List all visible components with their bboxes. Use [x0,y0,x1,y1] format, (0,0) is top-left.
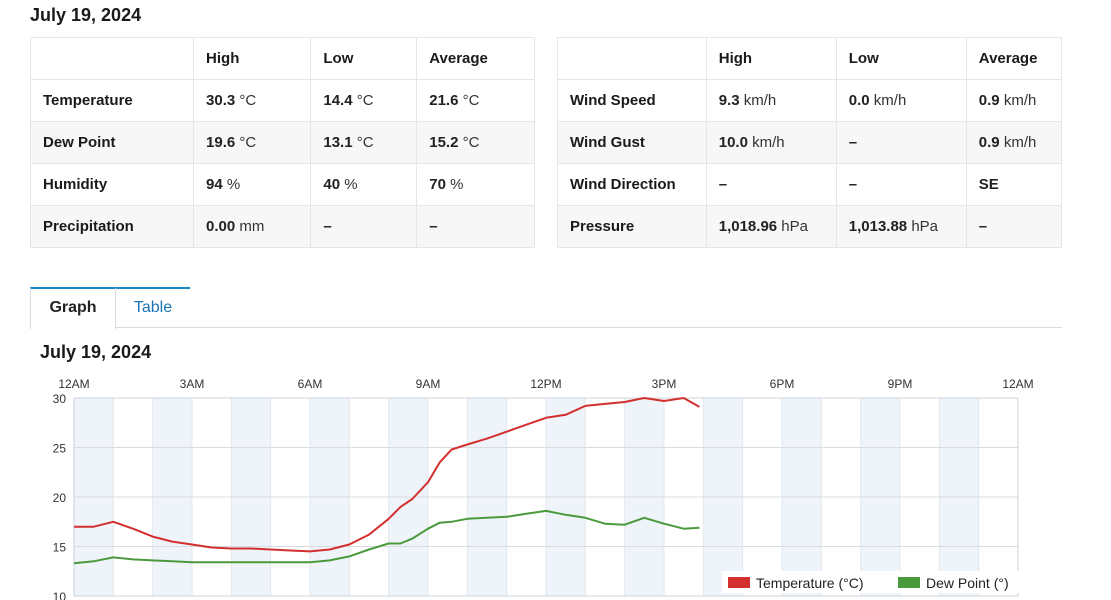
x-tick-label: 3AM [180,377,205,391]
y-tick-label: 30 [53,392,67,406]
x-tick-label: 12PM [530,377,561,391]
plot-frame [73,397,1019,597]
chart-title: July 19, 2024 [40,342,152,362]
x-tick-label: 9PM [888,377,913,391]
row-label: Temperature [29,79,195,122]
low-cell: – [835,121,967,164]
temperature-series-line [74,397,700,553]
low-cell: 1,013.88 hPa [835,205,967,248]
avg-cell: – [965,205,1063,248]
column-header: High [193,37,312,80]
avg-cell: 15.2 °C [416,121,535,164]
table-header-row: High Low Average [557,37,1063,80]
high-cell: 30.3 °C [193,79,312,122]
page-date-heading: July 19, 2024 [30,5,142,25]
legend-dewpoint-label: Dew Point (°) [926,575,1009,591]
x-tick-label: 6AM [298,377,323,391]
table-header-row: High Low Average [29,37,535,80]
x-tick-label: 9AM [416,377,441,391]
table-row: Wind Gust 10.0 km/h – 0.9 km/h [557,121,1063,164]
high-cell: 10.0 km/h [705,121,837,164]
legend-background [722,571,1022,593]
column-header: High [705,37,837,80]
low-cell: 0.0 km/h [835,79,967,122]
table-row: Wind Speed 9.3 km/h 0.0 km/h 0.9 km/h [557,79,1063,122]
table-row: Precipitation 0.00 mm – – [29,205,535,248]
weather-line-chart: 30 25 20 15 10 12AM 3AM 6AM 9AM 12PM 3PM 6PM 9PM 12AM… [53,377,1034,600]
view-tabs: Graph Table [30,287,1062,329]
low-cell: – [835,163,967,206]
column-header [29,37,195,80]
table-row: Humidity 94 % 40 % 70 % [29,163,535,206]
row-label: Pressure [557,205,707,248]
low-cell: 40 % [310,163,418,206]
column-header: Low [835,37,967,80]
avg-cell: 21.6 °C [416,79,535,122]
table-row: Temperature 30.3 °C 14.4 °C 21.6 °C [29,79,535,122]
y-tick-label: 20 [53,491,67,505]
tab-table[interactable]: Table [116,287,190,328]
low-cell: 14.4 °C [310,79,418,122]
tab-graph[interactable]: Graph [30,287,116,329]
avg-cell: 0.9 km/h [965,121,1063,164]
row-label: Humidity [29,163,195,206]
table-row: Wind Direction – – SE [557,163,1063,206]
high-cell: 9.3 km/h [705,79,837,122]
row-label: Precipitation [29,205,195,248]
avg-cell: SE [965,163,1063,206]
row-label: Dew Point [29,121,195,164]
high-cell: 1,018.96 hPa [705,205,837,248]
y-tick-label: 25 [53,442,67,456]
high-cell: 94 % [193,163,312,206]
y-tick-label: 10 [53,590,67,600]
column-header [557,37,707,80]
legend-dewpoint-swatch [898,577,920,588]
legend-temperature-swatch [728,577,750,588]
low-cell: – [310,205,418,248]
avg-cell: 70 % [416,163,535,206]
high-cell: 0.00 mm [193,205,312,248]
avg-cell: – [416,205,535,248]
low-cell: 13.1 °C [310,121,418,164]
x-tick-label: 3PM [652,377,677,391]
table-row: Dew Point 19.6 °C 13.1 °C 15.2 °C [29,121,535,164]
legend-temperature-label: Temperature (°C) [756,575,864,591]
avg-cell: 0.9 km/h [965,79,1063,122]
row-label: Wind Speed [557,79,707,122]
table-row: Pressure 1,018.96 hPa 1,013.88 hPa – [557,205,1063,248]
column-header: Low [310,37,418,80]
summary-table-temperature: High Low Average Temperature 30.3 °C 14.… [29,37,535,248]
high-cell: 19.6 °C [193,121,312,164]
column-header: Average [965,37,1063,80]
x-tick-label: 12AM [58,377,89,391]
x-tick-label: 6PM [770,377,795,391]
row-label: Wind Direction [557,163,707,206]
y-tick-label: 15 [53,541,67,555]
row-label: Wind Gust [557,121,707,164]
column-header: Average [416,37,535,80]
x-tick-label: 12AM [1002,377,1033,391]
dewpoint-series-line [73,509,700,565]
summary-table-wind-pressure: High Low Average Wind Speed 9.3 km/h 0.0… [557,37,1063,248]
high-cell: – [705,163,837,206]
